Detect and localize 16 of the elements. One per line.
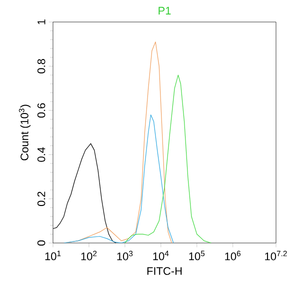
x-tick-label: 10$^{1}$ xyxy=(45,250,61,260)
y-tick-label: 0.8 xyxy=(37,59,46,74)
x-tick-label: 10$^{6}$ xyxy=(225,250,240,260)
y-tick-label: 1 xyxy=(38,19,46,24)
y-axis-title: Count (10$^{3}$) xyxy=(18,104,31,160)
y-tick-label: 0.4 xyxy=(37,147,46,162)
x-tick-label: 10$^{5}$ xyxy=(189,250,205,260)
x-tick-label: 10$^{2}$ xyxy=(81,250,97,260)
y-tick-label: 0.6 xyxy=(37,103,46,118)
y-tick-label: 0.2 xyxy=(37,192,46,206)
x-tick-label: 10$^{4}$ xyxy=(153,250,169,260)
x-tick-label: 10$^{3}$ xyxy=(117,250,133,260)
y-tick-label: 0 xyxy=(37,240,46,246)
x-axis-title: FITC-H xyxy=(147,267,182,275)
chart-title: P1 xyxy=(158,6,171,14)
x-tick-label: 10$^{7.2}$ xyxy=(265,250,287,260)
